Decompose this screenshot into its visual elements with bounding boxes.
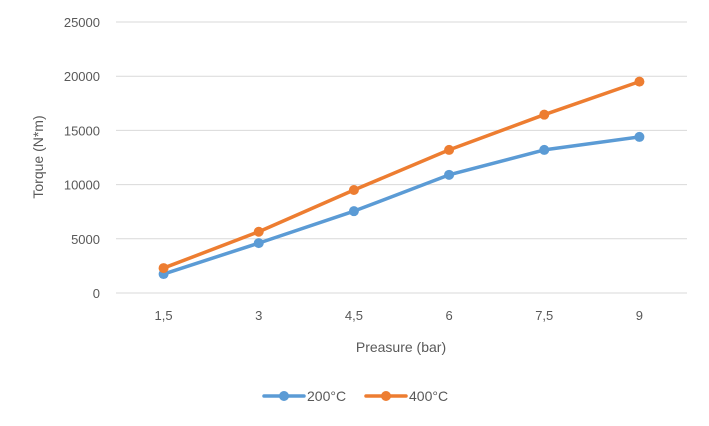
legend: 200°C 400°C	[262, 388, 448, 404]
legend-swatch-marker	[279, 391, 289, 401]
y-tick-label: 20000	[64, 69, 100, 84]
x-tick-label: 4,5	[345, 308, 363, 323]
series-group	[158, 76, 645, 280]
y-tick-label: 15000	[64, 123, 100, 138]
data-point	[444, 144, 455, 155]
data-point	[158, 263, 169, 274]
y-tick-label: 0	[93, 286, 100, 301]
y-tick-label: 10000	[64, 178, 100, 193]
x-axis-title: Preasure (bar)	[356, 339, 446, 355]
x-tick-label: 3	[255, 308, 262, 323]
data-point	[444, 169, 455, 180]
x-tick-label: 9	[636, 308, 643, 323]
legend-label: 200°C	[307, 388, 346, 404]
data-point	[253, 238, 264, 249]
data-point	[253, 226, 264, 237]
legend-label: 400°C	[409, 388, 448, 404]
y-tick-label: 25000	[64, 15, 100, 30]
y-axis-title: Torque (N*m)	[30, 115, 46, 198]
data-point	[539, 109, 550, 120]
data-point	[348, 206, 359, 217]
x-tick-label: 6	[445, 308, 452, 323]
y-tick-label: 5000	[71, 232, 100, 247]
legend-item: 200°C	[262, 388, 346, 404]
series-1	[158, 76, 645, 274]
data-point	[539, 144, 550, 155]
series-line	[161, 79, 642, 270]
x-tick-label: 7,5	[535, 308, 553, 323]
series-0	[158, 131, 645, 280]
gridlines	[116, 21, 687, 294]
y-axis-ticks: 0 5000 10000 15000 20000 25000	[64, 15, 100, 301]
data-point	[634, 76, 645, 87]
data-point	[634, 131, 645, 142]
legend-swatch-marker	[381, 391, 391, 401]
legend-item: 400°C	[364, 388, 448, 404]
series-line	[161, 135, 642, 276]
data-point	[348, 185, 359, 196]
x-tick-label: 1,5	[155, 308, 173, 323]
x-axis-ticks: 1,5 3 4,5 6 7,5 9	[155, 308, 643, 323]
